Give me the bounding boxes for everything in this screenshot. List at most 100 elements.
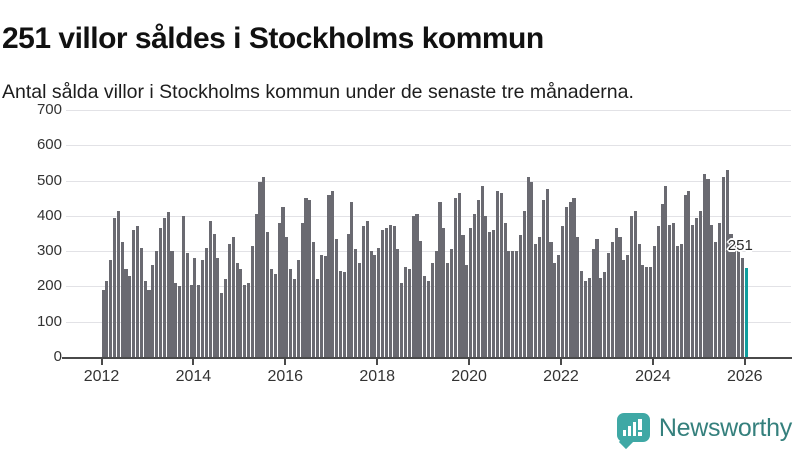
bar (388, 224, 392, 357)
bar (300, 222, 304, 357)
bar (641, 265, 645, 357)
bar (702, 173, 706, 357)
bar (476, 199, 480, 357)
bar (174, 282, 178, 357)
x-axis-tick (559, 359, 562, 365)
bar (235, 263, 239, 357)
bar (583, 281, 588, 357)
y-axis-tick-label: 500 (36, 171, 62, 189)
bar (361, 226, 365, 357)
x-axis-tick-label: 2012 (83, 368, 120, 385)
x-axis-tick (376, 359, 379, 365)
bar (392, 226, 396, 357)
bar (239, 268, 243, 357)
bar (675, 245, 679, 357)
bar (545, 189, 549, 357)
bar (660, 203, 664, 357)
bar (614, 228, 618, 357)
bar (488, 231, 492, 357)
bar (511, 251, 515, 357)
bar (354, 249, 358, 357)
gridline-y400 (66, 215, 791, 217)
bar (124, 268, 128, 357)
bar (158, 228, 163, 357)
bar (629, 215, 633, 357)
bar (335, 238, 339, 357)
bar (610, 242, 614, 357)
bar (312, 242, 316, 357)
bar (560, 226, 565, 357)
bar (438, 201, 442, 357)
bar (327, 194, 331, 357)
bar (319, 254, 323, 357)
bar (576, 237, 580, 357)
bar-chart: 0 100 200 300 400 500 600 700 2012 2014 2016 2018 20… (36, 101, 792, 385)
bar (645, 267, 649, 357)
bar (231, 237, 235, 357)
bar (515, 251, 519, 357)
bar (419, 240, 423, 357)
bar (691, 224, 695, 357)
bar (426, 281, 431, 357)
gridline-y500 (66, 180, 791, 182)
bar (530, 182, 534, 357)
bar (687, 191, 691, 357)
bar (710, 224, 714, 357)
bar (549, 242, 553, 357)
bar (178, 286, 182, 357)
bar (377, 247, 381, 357)
brand-name: Newsworthy (658, 413, 792, 442)
bar (656, 226, 660, 357)
bar (557, 254, 561, 357)
bar (679, 244, 683, 357)
bar (740, 258, 745, 357)
bar (495, 191, 499, 357)
bar (587, 277, 591, 357)
x-axis-line (62, 357, 792, 359)
bar (499, 192, 503, 357)
bar (698, 210, 702, 357)
gridline-y600 (66, 145, 791, 147)
bar (618, 237, 622, 357)
bar (626, 254, 630, 357)
bar (649, 267, 653, 357)
bar (308, 199, 312, 357)
bar (564, 207, 568, 357)
bar (503, 222, 507, 357)
bar (304, 198, 308, 357)
bar (128, 275, 132, 357)
x-axis-tick (651, 359, 654, 365)
bar (285, 237, 289, 357)
bar (132, 229, 136, 357)
bar (254, 214, 258, 357)
bar (277, 222, 281, 357)
bar (342, 272, 346, 357)
bar (166, 212, 170, 357)
x-axis-tick-label: 2014 (175, 368, 212, 385)
brand-footer[interactable]: Newsworthy (616, 408, 792, 449)
bar (396, 249, 400, 357)
bar (694, 217, 699, 357)
bar (208, 221, 212, 357)
bar (400, 282, 404, 357)
bar (224, 279, 228, 357)
bar (668, 224, 672, 357)
bar (269, 268, 274, 357)
bar (599, 277, 603, 357)
bar (633, 210, 637, 357)
bar (622, 259, 626, 357)
bar (120, 242, 124, 357)
bar (572, 198, 576, 357)
bar (457, 192, 461, 357)
bar (243, 284, 247, 357)
x-axis-tick (192, 359, 195, 365)
y-axis-tick-label: 700 (36, 101, 62, 118)
bar (664, 185, 668, 357)
bar (591, 249, 595, 357)
bar (430, 263, 434, 357)
bar (139, 247, 143, 357)
bar (480, 185, 484, 357)
x-axis-tick-label: 2020 (451, 368, 487, 385)
bar (185, 252, 189, 357)
bar (672, 222, 676, 357)
